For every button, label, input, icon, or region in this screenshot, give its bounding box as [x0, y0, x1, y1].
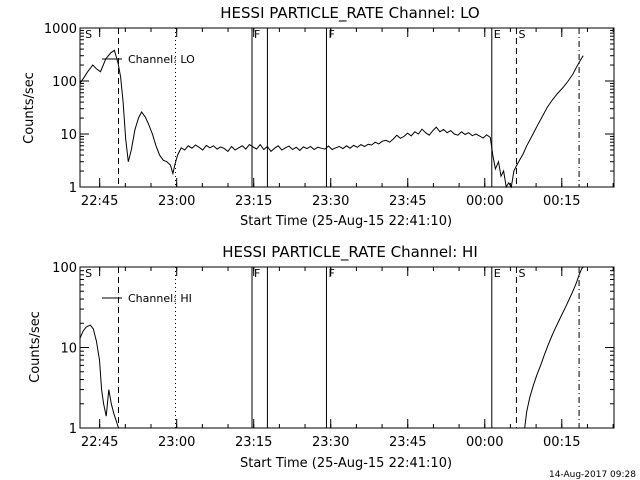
series-line — [79, 324, 119, 429]
y-tick-label: 1000 — [44, 22, 77, 37]
event-marker-label: F — [328, 28, 334, 41]
y-tick-label: 100 — [52, 261, 77, 276]
y-tick-label: 10 — [60, 128, 77, 143]
x-tick-label: 22:45 — [81, 435, 118, 450]
x-axis-label: Start Time (25-Aug-15 22:41:10) — [240, 214, 452, 229]
event-marker-label: S — [518, 267, 525, 280]
event-marker-label: F — [254, 267, 260, 280]
x-tick-label: 00:15 — [543, 194, 580, 209]
y-tick-label: 10 — [60, 342, 77, 357]
panel-lo: HESSI PARTICLE_RATE Channel: LO Counts/s… — [22, 4, 615, 229]
x-tick-label: 00:15 — [543, 435, 580, 450]
panel-hi: HESSI PARTICLE_RATE Channel: HI Counts/s… — [28, 243, 615, 471]
x-tick-label: 23:30 — [312, 435, 349, 450]
event-marker-label: S — [518, 28, 525, 41]
plot-frame — [79, 27, 615, 188]
event-marker-label: S — [85, 28, 92, 41]
x-tick-label: 23:00 — [158, 435, 195, 450]
y-tick-label: 1 — [69, 422, 77, 437]
y-axis-label: Counts/sec — [22, 72, 37, 144]
x-tick-label: 23:30 — [312, 194, 349, 209]
event-marker-label: E — [494, 267, 501, 280]
chart-title: HESSI PARTICLE_RATE Channel: HI — [222, 243, 478, 262]
event-marker-label: E — [494, 28, 501, 41]
x-tick-label: 23:00 — [158, 194, 195, 209]
x-tick-label: 23:15 — [235, 435, 272, 450]
event-marker-label: F — [328, 267, 334, 280]
x-tick-label: 23:45 — [389, 435, 426, 450]
y-axis-label: Counts/sec — [28, 311, 43, 383]
series-line — [524, 266, 584, 429]
x-tick-label: 23:45 — [389, 194, 426, 209]
event-marker-label: S — [85, 267, 92, 280]
event-marker-label: F — [254, 28, 260, 41]
x-tick-label: 22:45 — [81, 194, 118, 209]
timestamp: 14-Aug-2017 09:28 — [549, 470, 636, 480]
x-tick-label: 00:00 — [466, 194, 503, 209]
x-tick-label: 00:00 — [466, 435, 503, 450]
y-tick-label: 100 — [52, 75, 77, 90]
x-tick-label: 23:15 — [235, 194, 272, 209]
legend-label: Channel: LO — [128, 53, 195, 66]
x-axis-label: Start Time (25-Aug-15 22:41:10) — [240, 456, 452, 471]
y-tick-label: 1 — [69, 181, 77, 196]
series-line — [79, 49, 584, 189]
legend-label: Channel: HI — [128, 292, 192, 305]
chart-title: HESSI PARTICLE_RATE Channel: LO — [220, 4, 479, 23]
